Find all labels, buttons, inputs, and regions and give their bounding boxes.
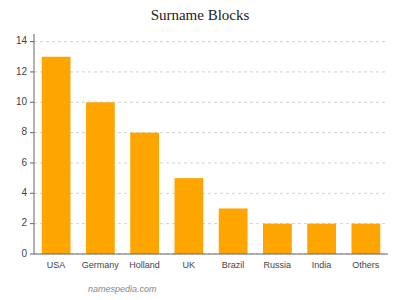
x-axis-line [34,254,388,255]
y-tick [30,102,34,103]
bar [263,224,292,254]
y-tick [30,71,34,72]
y-tick-label: 12 [16,66,28,77]
bar [351,224,380,254]
x-tick-label: USA [47,260,66,270]
y-ticks: 0 2 4 6 8 10 12 14 [16,35,34,258]
bar [307,224,336,254]
watermark: namespedia.com [88,284,157,294]
x-tick-label: India [312,260,332,270]
y-tick-label: 4 [21,187,27,198]
x-tick-label: Brazil [222,260,245,270]
bars [42,57,381,254]
y-tick [30,223,34,224]
x-tick-label: UK [183,260,196,270]
x-ticks: USA Germany Holland UK Brazil Russia India Othe… [47,260,380,270]
y-tick-label: 0 [21,248,27,259]
grid-line [34,254,388,255]
chart-container: 0 2 4 6 8 10 12 14 USA Germany Holland UK Brazil Russ… [0,0,400,300]
y-tick [30,41,34,42]
y-tick-label: 6 [21,157,27,168]
bar [42,57,71,254]
y-tick [30,132,34,133]
bar [219,208,248,254]
y-tick [30,254,34,255]
bar [86,102,115,254]
y-tick-label: 8 [21,126,27,137]
y-tick [30,193,34,194]
grid-line [34,41,388,42]
x-tick-label: Germany [82,260,120,270]
bar [130,133,159,254]
grid [34,42,388,254]
y-tick-label: 10 [16,96,28,107]
x-tick-label: Others [352,260,380,270]
y-tick [30,162,34,163]
x-tick-label: Russia [264,260,292,270]
chart: 0 2 4 6 8 10 12 14 USA Germany Holland UK Brazil Russ… [0,0,400,300]
title: Surname Blocks [151,7,250,23]
bar [174,178,203,254]
y-tick-label: 2 [21,217,27,228]
y-axis-line [34,34,35,254]
grid-line [34,71,388,72]
x-tick-label: Holland [129,260,160,270]
y-tick-label: 14 [16,35,28,46]
